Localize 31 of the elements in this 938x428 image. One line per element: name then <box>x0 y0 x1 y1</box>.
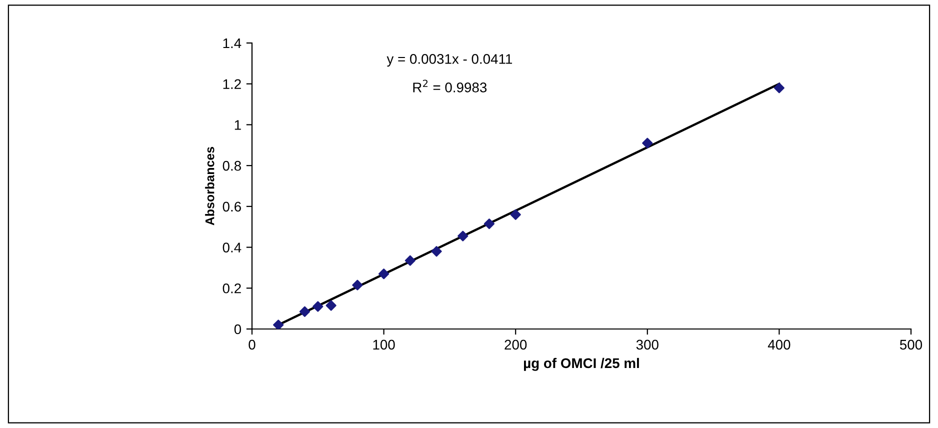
y-tick-label: 1 <box>234 120 241 130</box>
annotation: y = 0.0031x - 0.0411 <box>386 54 512 67</box>
x-tick-label: 300 <box>636 340 658 350</box>
y-tick-label: 0.8 <box>222 160 241 171</box>
point <box>484 218 495 230</box>
x-tick-label: 100 <box>373 340 395 350</box>
y-tick-label: 0.4 <box>222 242 242 252</box>
point <box>510 209 521 220</box>
x-tick-label: 400 <box>768 340 790 350</box>
y-tick-label: 1.2 <box>223 79 241 89</box>
point <box>352 280 363 290</box>
point <box>642 138 653 148</box>
x-tick-label: 200 <box>504 340 527 350</box>
x-tick-label: 500 <box>900 340 922 350</box>
x-axis-title: µg of OMCI /25 ml <box>524 358 639 371</box>
point <box>378 268 390 280</box>
x-tick-label: 0 <box>248 340 256 350</box>
point <box>774 82 784 94</box>
y-tick-label: 0 <box>234 324 242 334</box>
point <box>458 230 468 242</box>
point <box>326 300 336 311</box>
point <box>404 255 416 266</box>
point <box>273 320 284 329</box>
point <box>431 246 442 257</box>
annotation: R$^{2}$ = 0.9983 <box>413 80 487 92</box>
y-axis-title: Absorbances <box>205 146 214 226</box>
y-tick-label: 1.4 <box>223 38 242 48</box>
point <box>299 306 310 317</box>
point <box>312 301 324 312</box>
y-tick-label: 0.6 <box>222 202 241 212</box>
y-tick-label: 0.2 <box>222 283 241 294</box>
